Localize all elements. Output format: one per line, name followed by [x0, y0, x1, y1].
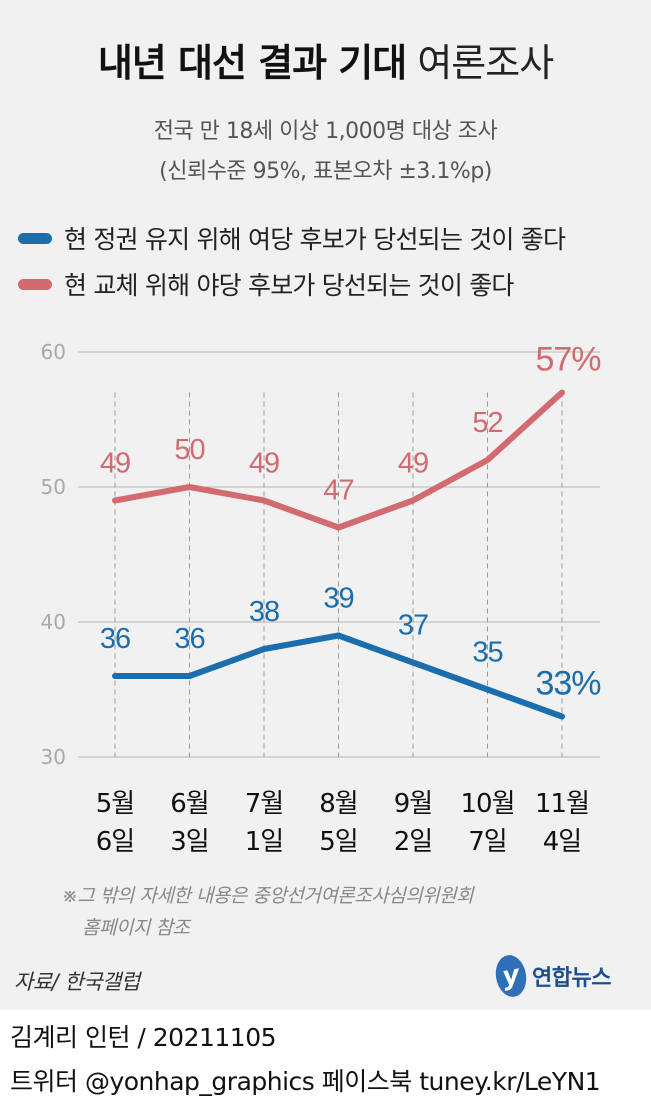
x-tick-label: 10월: [460, 789, 514, 819]
series-line-ruling: [112, 632, 565, 720]
x-tick-label: 7일: [468, 827, 506, 857]
series-line-opposition: [112, 389, 565, 531]
x-tick-label: 6월: [170, 789, 208, 819]
x-tick-label: 9월: [394, 789, 432, 819]
x-tick-label: 4일: [543, 827, 581, 857]
legend-swatch-blue: [18, 232, 52, 244]
data-label: 37: [398, 610, 428, 642]
data-label: 36: [174, 623, 204, 655]
footnote-line-1: ※그 밖의 자세한 내용은 중앙선거여론조사심의위원회: [62, 885, 474, 907]
x-tick-label: 3일: [170, 827, 208, 857]
data-label: 33%: [535, 665, 601, 703]
credit-social: 트위터 @yonhap_graphics 페이스북 tuney.kr/LeYN1: [10, 1067, 601, 1096]
data-label: 52: [472, 407, 502, 439]
yonhap-logo: y 연합뉴스: [492, 952, 611, 1000]
legend: 현 정권 유지 위해 여당 후보가 당선되는 것이 좋다 현 교체 위해 야당 …: [18, 215, 566, 307]
subtitle-line-1: 전국 만 18세 이상 1,000명 대상 조사: [153, 119, 498, 144]
x-tick-label: 5월: [96, 789, 134, 819]
yonhap-logo-text: 연합뉴스: [532, 966, 611, 991]
data-label: 47: [323, 475, 353, 507]
data-label: 50: [174, 434, 204, 466]
y-tick-label: 50: [41, 475, 66, 499]
title-bold: 내년 대선 결과 기대: [97, 41, 407, 85]
credit-author-date: 김계리 인턴 / 20211105: [10, 1023, 277, 1052]
data-label: 57%: [535, 341, 601, 379]
source-text: 자료/ 한국갤럽: [14, 970, 140, 994]
legend-label-opposition: 현 교체 위해 야당 후보가 당선되는 것이 좋다: [64, 271, 514, 300]
chart-panel: [0, 0, 651, 1010]
legend-item-ruling: 현 정권 유지 위해 여당 후보가 당선되는 것이 좋다: [18, 215, 566, 261]
x-tick-label: 5일: [319, 827, 357, 857]
x-tick-label: 8월: [319, 789, 357, 819]
x-tick-label: 7월: [245, 789, 283, 819]
footnote: ※그 밖의 자세한 내용은 중앙선거여론조사심의위원회 홈페이지 참조: [62, 880, 474, 944]
x-tick-label: 6일: [96, 827, 134, 857]
chart-title: 내년 대선 결과 기대 여론조사: [0, 32, 651, 87]
data-label: 36: [100, 623, 130, 655]
line-chart: 60 50 40 30 36 36 38 39 37 35 33% 49 50 49 47 49 52 57% 5월…: [41, 340, 603, 857]
footnote-line-2: 홈페이지 참조: [82, 917, 190, 939]
y-tick-label: 40: [41, 610, 66, 634]
yonhap-logo-icon: y: [492, 952, 530, 1000]
data-label: 49: [100, 448, 130, 480]
data-label: 38: [249, 596, 279, 628]
x-tick-label: 11월: [535, 789, 589, 819]
legend-item-opposition: 현 교체 위해 야당 후보가 당선되는 것이 좋다: [18, 261, 565, 307]
chart-subtitle: 전국 만 18세 이상 1,000명 대상 조사 (신뢰수준 95%, 표본오차…: [0, 112, 651, 192]
legend-label-ruling: 현 정권 유지 위해 여당 후보가 당선되는 것이 좋다: [64, 225, 566, 254]
legend-swatch-red: [18, 278, 52, 290]
data-label: 39: [323, 583, 353, 615]
title-light: 여론조사: [417, 41, 554, 85]
x-tick-label: 2일: [394, 827, 432, 857]
x-tick-label: 1일: [245, 827, 283, 857]
subtitle-line-2: (신뢰수준 95%, 표본오차 ±3.1%p): [159, 159, 492, 184]
y-tick-label: 30: [41, 745, 66, 769]
y-tick-label: 60: [41, 340, 66, 364]
data-label: 35: [472, 637, 502, 669]
data-label: 49: [398, 448, 428, 480]
data-label: 49: [249, 448, 279, 480]
